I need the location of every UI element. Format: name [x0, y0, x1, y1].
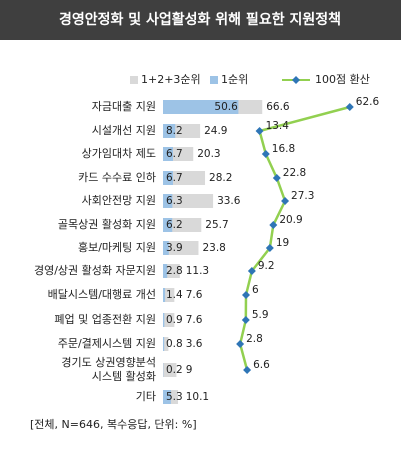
- data-label: 0.9: [166, 314, 183, 326]
- line-marker: [247, 267, 256, 275]
- category-label: 골목상권 활성화 지원: [58, 217, 156, 231]
- line-label: 16.8: [272, 143, 295, 155]
- category-label: 자금대출 지원: [92, 100, 156, 113]
- line-label: 9.2: [258, 260, 275, 272]
- line-marker: [272, 174, 281, 182]
- line-label: 5.9: [252, 309, 269, 321]
- bar: [163, 171, 173, 185]
- data-label: 10.1: [186, 391, 209, 403]
- data-label: 24.9: [204, 125, 227, 137]
- bar: [163, 147, 173, 161]
- legend-swatch: [130, 76, 138, 84]
- category-label: 카드 수수료 인하: [78, 170, 156, 184]
- bar: [163, 288, 166, 302]
- data-label: 5.3: [166, 391, 183, 403]
- bar: [163, 337, 165, 351]
- bar: [163, 264, 168, 278]
- data-label: 25.7: [205, 219, 228, 231]
- bar: [163, 218, 173, 232]
- bar: [163, 194, 173, 208]
- data-label: 7.6: [186, 289, 203, 301]
- line-label: 62.6: [356, 96, 380, 108]
- line-marker: [243, 366, 252, 374]
- data-label: 7.6: [186, 314, 203, 326]
- category-label: 기타: [136, 390, 156, 403]
- bar: [163, 390, 171, 404]
- bar: [163, 313, 175, 327]
- data-label: 6.3: [166, 195, 183, 207]
- line: [238, 105, 351, 371]
- data-label: 23.8: [202, 242, 225, 254]
- data-label: 11.3: [186, 265, 209, 277]
- legend-label: 1+2+3순위: [141, 73, 201, 86]
- legend-label: 1순위: [221, 73, 248, 86]
- data-label: 66.6: [266, 101, 290, 113]
- data-label: 1.4: [166, 289, 183, 301]
- category-label: 경기도 상권영향분석 시스템 활성화: [61, 356, 156, 383]
- data-label: 3.9: [166, 242, 183, 254]
- data-label: 33.6: [217, 195, 241, 207]
- line-label: 22.8: [283, 167, 306, 179]
- note: [전체, N=646, 복수응답, 단위: %]: [30, 418, 197, 431]
- title-bar: [0, 0, 401, 40]
- bar: [163, 241, 169, 255]
- data-label: 20.3: [197, 148, 220, 160]
- data-label: 28.2: [209, 172, 232, 184]
- line-marker: [242, 291, 250, 299]
- category-label: 사회안전망 지원: [82, 194, 156, 207]
- bar: [163, 218, 202, 232]
- category-label: 배달시스템/대행료 개선: [48, 288, 156, 301]
- line-marker: [281, 197, 290, 205]
- line-marker: [255, 127, 264, 135]
- data-label: 6.2: [166, 219, 183, 231]
- data-label: 8.2: [166, 125, 183, 137]
- data-label: 6.7: [166, 172, 183, 184]
- bar: [163, 171, 206, 185]
- line-label: 20.9: [279, 214, 302, 226]
- legend-label: 100점 환산: [315, 73, 370, 86]
- line-marker: [241, 316, 250, 324]
- line-label: 2.8: [246, 333, 263, 345]
- bar: [163, 288, 175, 302]
- line-marker: [265, 244, 274, 252]
- line-marker: [236, 340, 245, 348]
- line-marker: [345, 103, 354, 111]
- bar: [163, 241, 199, 255]
- legend-marker: [292, 76, 300, 84]
- category-label: 폐업 및 업종전환 지원: [54, 313, 156, 326]
- line-label: 6: [252, 284, 259, 296]
- category-label: 주문/결제시스템 지원: [58, 337, 156, 350]
- data-label: 2.8: [166, 265, 183, 277]
- data-label: 50.6: [214, 101, 238, 113]
- bar: [163, 264, 180, 278]
- line-label: 27.3: [291, 190, 314, 202]
- data-label: 0.2: [166, 364, 183, 376]
- bar: [163, 194, 214, 208]
- bar: [163, 100, 239, 114]
- line-marker: [261, 150, 270, 158]
- data-label: 0.8: [166, 338, 183, 350]
- legend-swatch: [210, 76, 218, 84]
- bar: [163, 124, 176, 138]
- chart-title: 경영안정화 및 사업활성화 위해 필요한 지원정책: [59, 11, 341, 28]
- line-marker: [269, 221, 278, 229]
- data-label: 3.6: [186, 338, 203, 350]
- data-label: 6.7: [166, 148, 183, 160]
- line-label: 6.6: [253, 359, 270, 371]
- category-label: 경영/상권 활성화 자문지원: [34, 263, 156, 277]
- bar: [163, 337, 169, 351]
- bar: [163, 363, 177, 377]
- category-label: 시설개선 지원: [92, 124, 156, 137]
- category-label: 상가임대차 제도: [82, 147, 156, 160]
- data-label: 9: [186, 364, 193, 376]
- line-label: 13.4: [266, 120, 290, 132]
- line-label: 19: [276, 237, 289, 249]
- bar: [163, 313, 165, 327]
- category-label: 홍보/마케팅 지원: [78, 240, 156, 254]
